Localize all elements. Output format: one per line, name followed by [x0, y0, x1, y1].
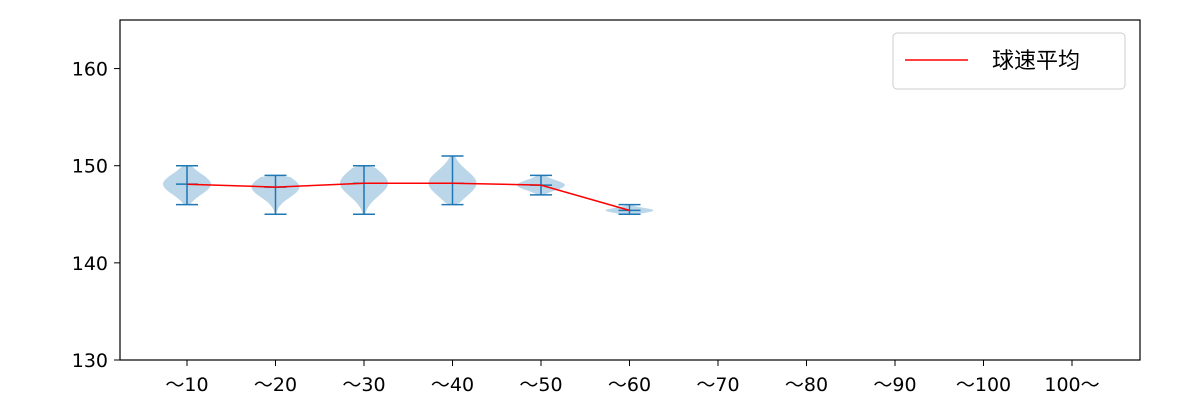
- y-tick-label: 150: [72, 156, 108, 178]
- x-tick-label: ～30: [342, 374, 385, 396]
- y-tick-label: 160: [72, 59, 108, 81]
- x-axis: ～10 ～20 ～30 ～40 ～50 ～60 ～70 ～80 ～90 ～100 100～: [165, 360, 1100, 396]
- mean-line: [186, 182, 630, 212]
- x-tick-label: ～70: [696, 374, 739, 396]
- x-tick-label: ～60: [608, 374, 651, 396]
- y-tick-label: 130: [72, 350, 108, 372]
- x-tick-label: 100～: [1044, 374, 1099, 396]
- mean-line-group: [186, 182, 630, 212]
- x-tick-label: ～10: [165, 374, 208, 396]
- x-tick-label: ～80: [785, 374, 828, 396]
- y-tick-label: 140: [72, 253, 108, 275]
- x-tick-label: ～90: [873, 374, 916, 396]
- x-tick-label: ～100: [956, 374, 1011, 396]
- y-axis: 130 140 150 160: [72, 59, 120, 372]
- legend: 球速平均: [892, 32, 1126, 90]
- legend-box: [892, 32, 1126, 90]
- x-tick-label: ～50: [519, 374, 562, 396]
- x-tick-label: ～20: [254, 374, 297, 396]
- x-tick-label: ～40: [431, 374, 474, 396]
- legend-label: 球速平均: [992, 49, 1080, 74]
